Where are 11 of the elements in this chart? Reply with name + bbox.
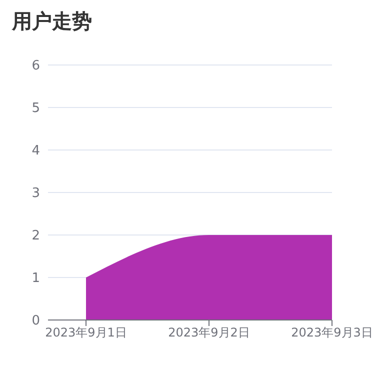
y-tick-label: 5 (32, 101, 40, 116)
y-tick-label: 4 (32, 144, 40, 159)
chart-title: 用户走势 (12, 8, 93, 35)
y-tick-label: 6 (32, 58, 40, 74)
y-tick-label: 0 (32, 314, 40, 329)
y-tick-label: 3 (32, 186, 40, 202)
x-tick-label: 2023年9月1日 (45, 326, 127, 340)
y-tick-label: 2 (32, 228, 40, 244)
y-tick-label: 1 (32, 271, 40, 286)
x-tick-label: 2023年9月2日 (168, 326, 250, 340)
x-tick-label: 2023年9月3日 (291, 326, 373, 340)
